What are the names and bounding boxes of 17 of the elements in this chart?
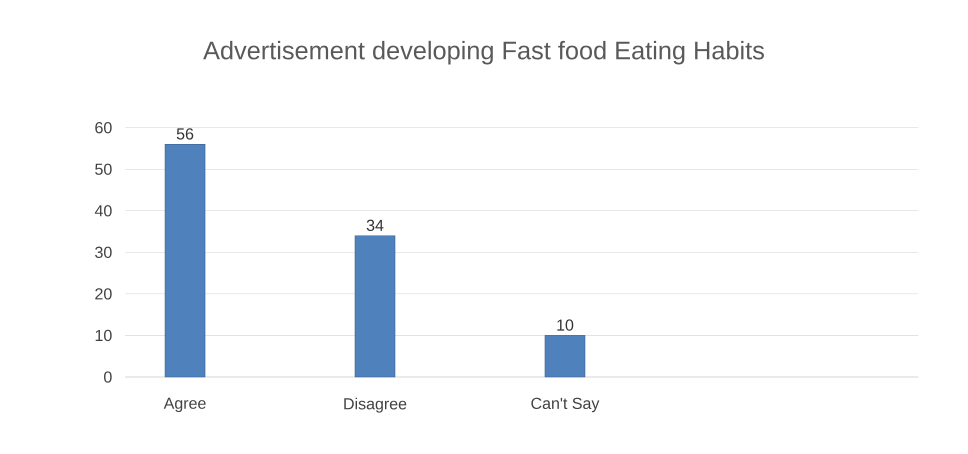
x-tick-label: Disagree xyxy=(344,398,406,413)
x-tick-label: Agree xyxy=(164,398,206,412)
y-tick-label: 50 xyxy=(95,164,112,175)
y-tick-label: 20 xyxy=(95,288,112,300)
y-tick-label: 30 xyxy=(95,246,112,258)
bar xyxy=(544,335,586,378)
data-label: 56 xyxy=(176,128,194,140)
bar xyxy=(354,235,396,378)
y-tick-label: 0 xyxy=(104,371,112,383)
data-label: 10 xyxy=(557,319,574,331)
data-label: 34 xyxy=(366,220,384,231)
y-tick-label: 10 xyxy=(96,330,112,342)
chart-title: Advertisement developing Fast food Eating Habits xyxy=(203,40,764,64)
x-tick-label: Can't Say xyxy=(531,398,600,412)
y-tick-label: 60 xyxy=(95,122,112,134)
y-tick-label: 40 xyxy=(94,205,112,216)
bar xyxy=(164,144,206,378)
